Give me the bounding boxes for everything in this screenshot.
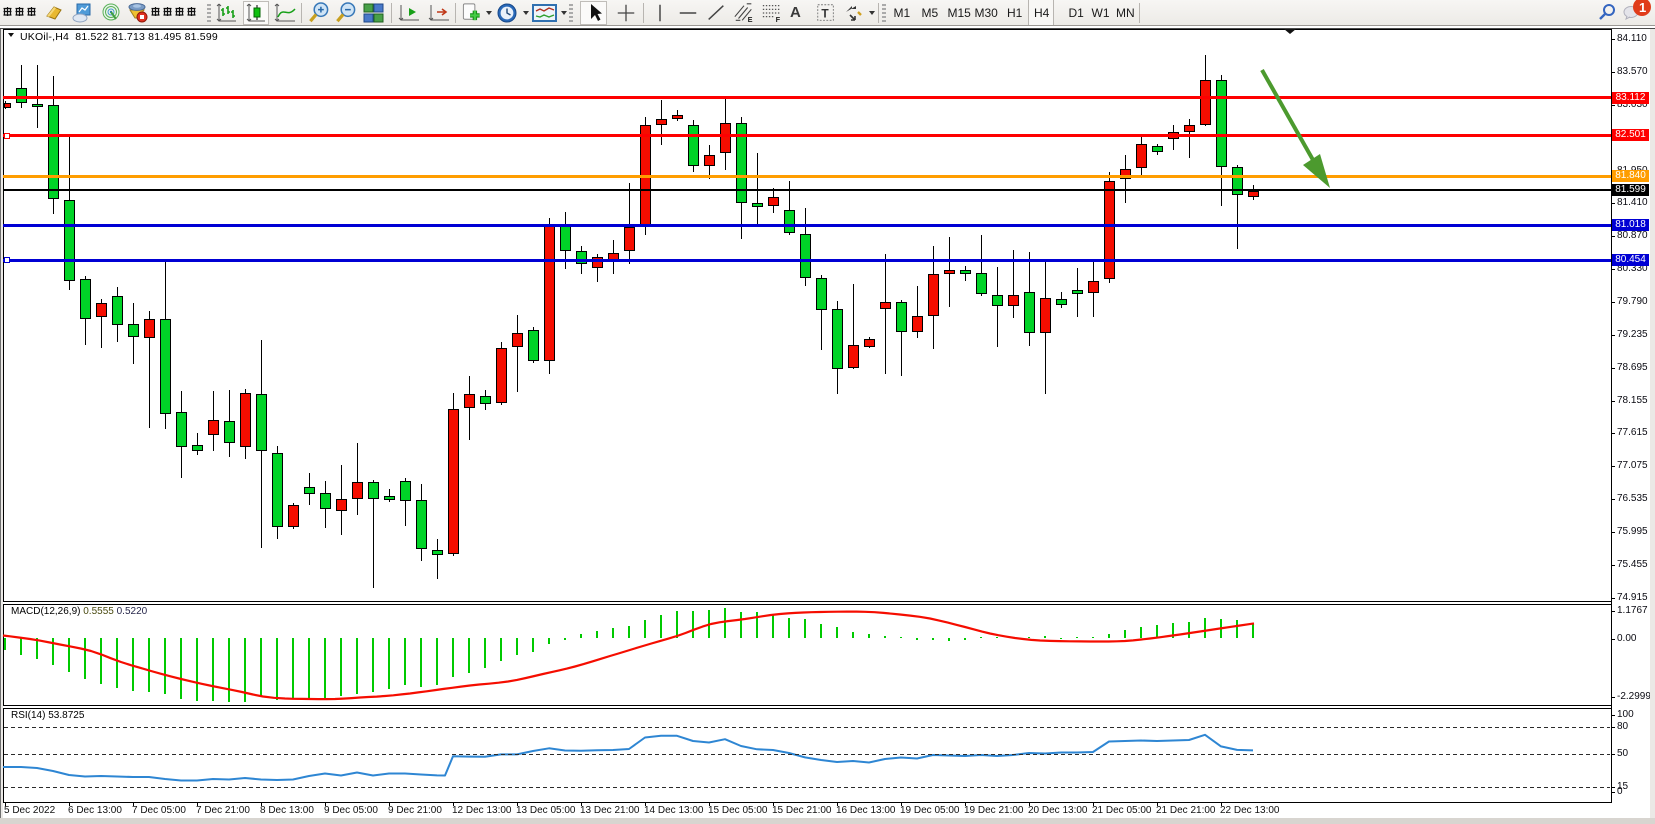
svg-text:E: E xyxy=(748,15,753,24)
svg-text:1: 1 xyxy=(1639,0,1646,15)
svg-text:T: T xyxy=(821,7,829,21)
svg-text:F: F xyxy=(776,15,781,24)
